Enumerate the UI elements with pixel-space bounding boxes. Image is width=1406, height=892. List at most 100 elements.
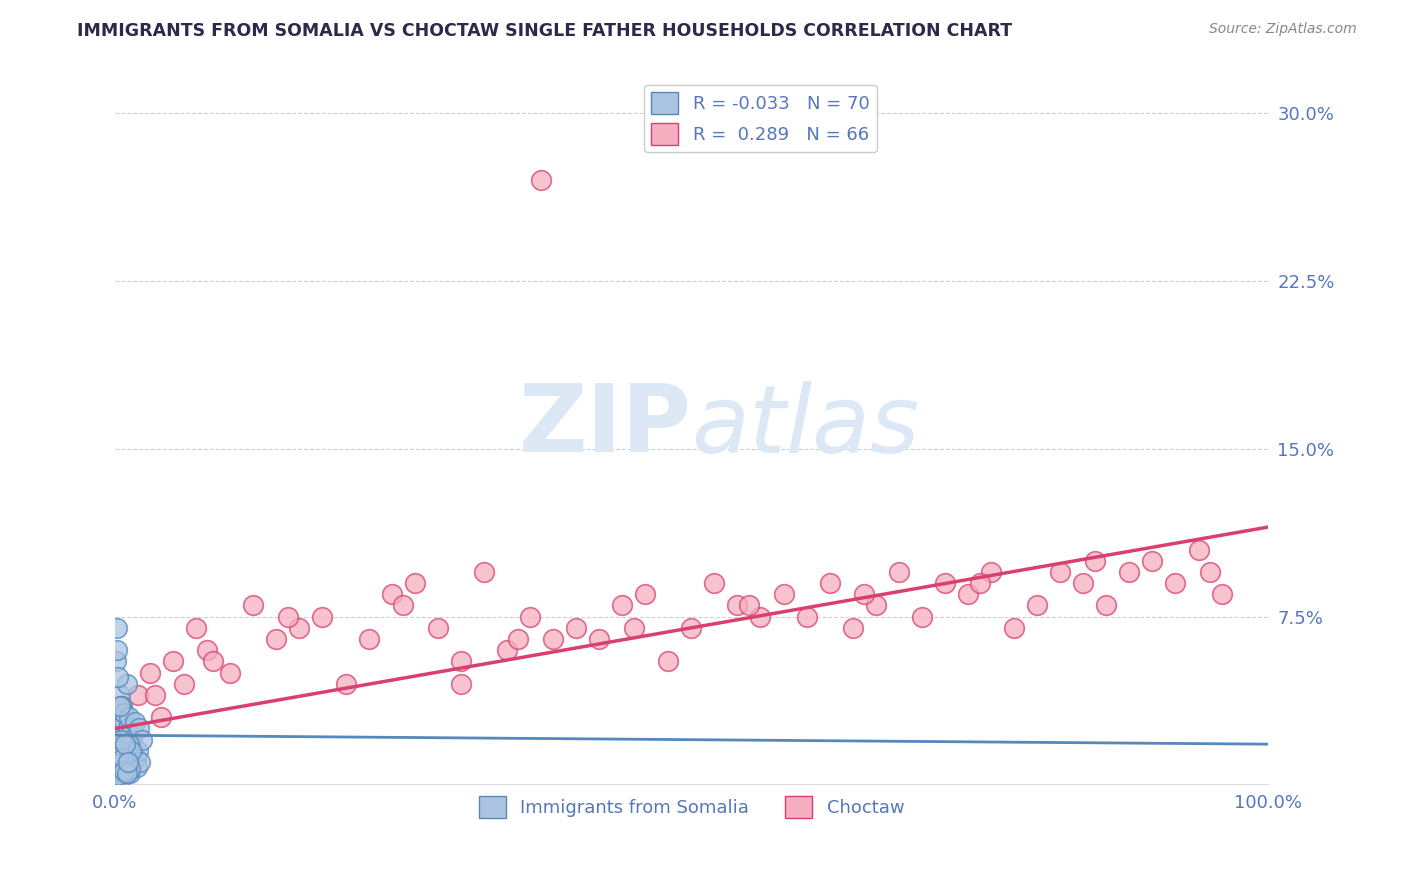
Point	[105, 755, 128, 769]
Point	[184, 621, 207, 635]
Point	[127, 744, 149, 758]
Point	[749, 609, 772, 624]
Point	[125, 759, 148, 773]
Point	[1049, 565, 1071, 579]
Point	[865, 599, 887, 613]
Point	[335, 677, 357, 691]
Legend: Immigrants from Somalia, Choctaw: Immigrants from Somalia, Choctaw	[471, 789, 911, 825]
Point	[519, 609, 541, 624]
Point	[117, 755, 139, 769]
Point	[112, 750, 135, 764]
Point	[107, 759, 129, 773]
Point	[118, 710, 141, 724]
Point	[266, 632, 288, 646]
Point	[120, 744, 142, 758]
Point	[772, 587, 794, 601]
Point	[118, 766, 141, 780]
Point	[115, 759, 138, 773]
Point	[853, 587, 876, 601]
Point	[108, 744, 131, 758]
Point	[115, 677, 138, 691]
Point	[530, 173, 553, 187]
Point	[201, 654, 224, 668]
Point	[841, 621, 863, 635]
Point	[634, 587, 657, 601]
Point	[112, 714, 135, 729]
Point	[162, 654, 184, 668]
Point	[117, 755, 139, 769]
Point	[1211, 587, 1233, 601]
Point	[112, 764, 135, 778]
Point	[472, 565, 495, 579]
Point	[681, 621, 703, 635]
Point	[818, 576, 841, 591]
Point	[738, 599, 761, 613]
Point	[725, 599, 748, 613]
Point	[114, 748, 136, 763]
Point	[107, 710, 129, 724]
Point	[357, 632, 380, 646]
Point	[426, 621, 449, 635]
Point	[108, 688, 131, 702]
Point	[657, 654, 679, 668]
Point	[107, 768, 129, 782]
Point	[173, 677, 195, 691]
Point	[956, 587, 979, 601]
Point	[150, 710, 173, 724]
Point	[541, 632, 564, 646]
Point	[115, 744, 138, 758]
Point	[121, 732, 143, 747]
Point	[108, 732, 131, 747]
Point	[111, 750, 134, 764]
Point	[125, 750, 148, 764]
Point	[107, 670, 129, 684]
Point	[911, 609, 934, 624]
Point	[219, 665, 242, 680]
Point	[1187, 542, 1209, 557]
Point	[612, 599, 634, 613]
Point	[242, 599, 264, 613]
Point	[127, 688, 149, 702]
Point	[934, 576, 956, 591]
Point	[277, 609, 299, 624]
Point	[111, 755, 134, 769]
Point	[1084, 554, 1107, 568]
Point	[115, 722, 138, 736]
Point	[112, 706, 135, 720]
Point	[105, 621, 128, 635]
Point	[105, 643, 128, 657]
Point	[1071, 576, 1094, 591]
Point	[623, 621, 645, 635]
Point	[105, 722, 128, 736]
Point	[980, 565, 1002, 579]
Point	[110, 755, 132, 769]
Point	[1142, 554, 1164, 568]
Point	[404, 576, 426, 591]
Point	[508, 632, 530, 646]
Point	[118, 737, 141, 751]
Point	[381, 587, 404, 601]
Point	[129, 755, 152, 769]
Point	[108, 699, 131, 714]
Point	[588, 632, 610, 646]
Point	[110, 722, 132, 736]
Point	[111, 699, 134, 714]
Point	[118, 737, 141, 751]
Point	[969, 576, 991, 591]
Point	[117, 764, 139, 778]
Point	[703, 576, 725, 591]
Point	[288, 621, 311, 635]
Point	[496, 643, 519, 657]
Point	[115, 766, 138, 780]
Point	[128, 722, 150, 736]
Point	[110, 771, 132, 785]
Point	[105, 771, 128, 785]
Point	[112, 766, 135, 780]
Text: IMMIGRANTS FROM SOMALIA VS CHOCTAW SINGLE FATHER HOUSEHOLDS CORRELATION CHART: IMMIGRANTS FROM SOMALIA VS CHOCTAW SINGL…	[77, 22, 1012, 40]
Point	[111, 728, 134, 742]
Point	[105, 766, 128, 780]
Point	[450, 677, 472, 691]
Point	[110, 699, 132, 714]
Point	[108, 750, 131, 764]
Point	[105, 654, 128, 668]
